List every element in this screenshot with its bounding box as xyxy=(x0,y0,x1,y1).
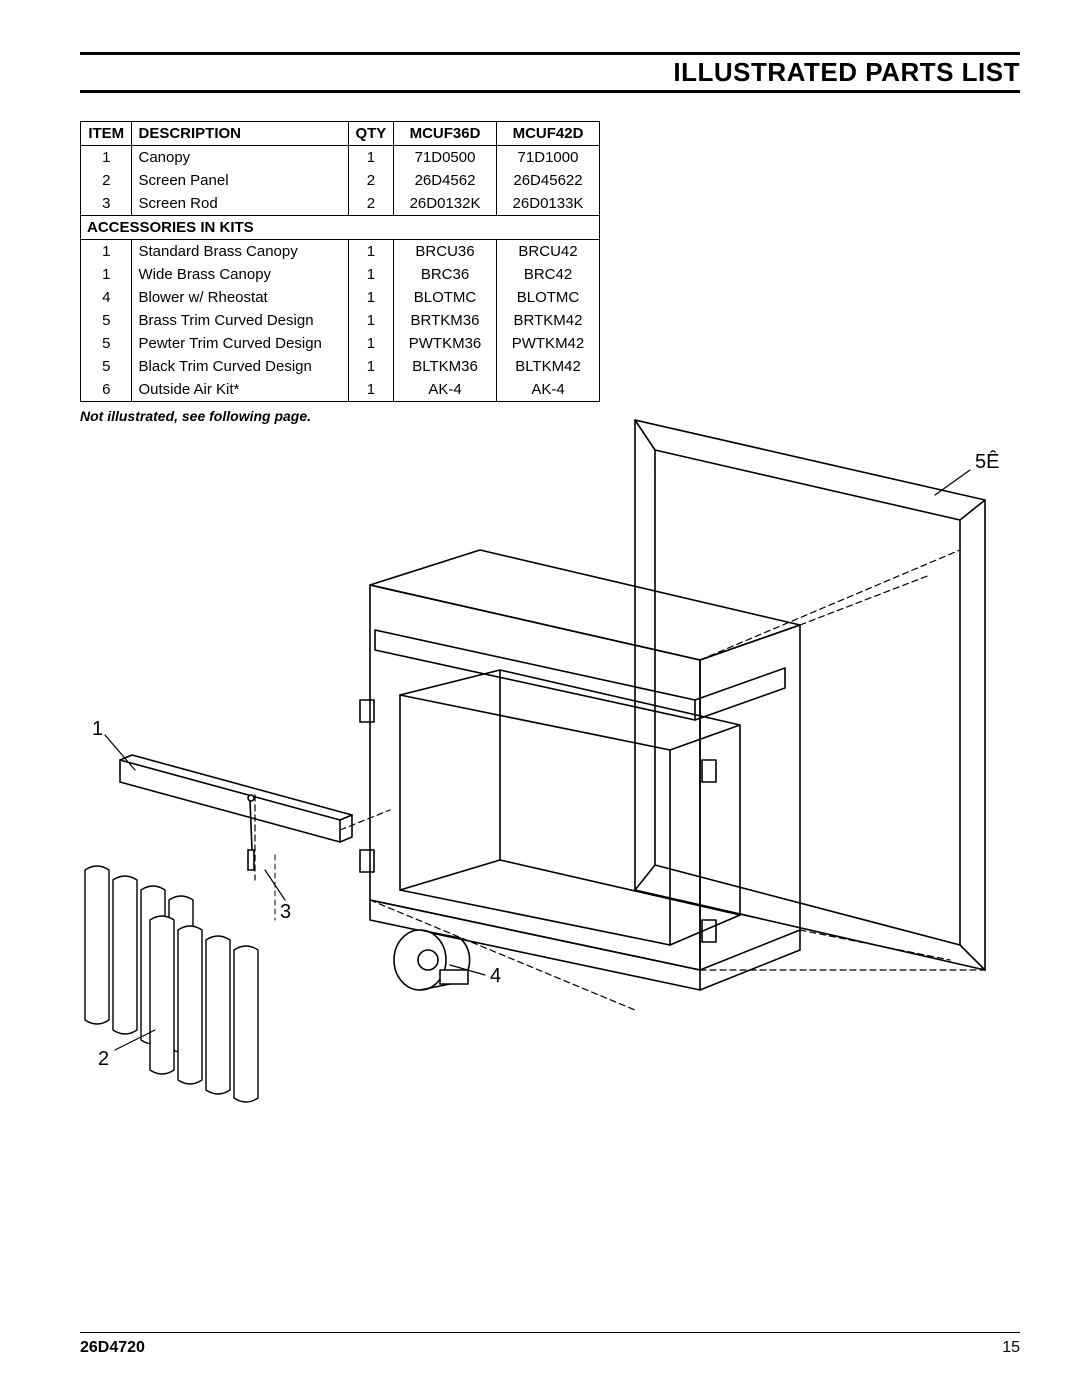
table-row: 5Pewter Trim Curved Design1PWTKM36PWTKM4… xyxy=(81,332,600,355)
cell-qty: 1 xyxy=(348,332,393,355)
cell-item: 4 xyxy=(81,286,132,309)
page-title: ILLUSTRATED PARTS LIST xyxy=(80,52,1020,93)
cell-model-b: BRTKM42 xyxy=(497,309,600,332)
cell-description: Brass Trim Curved Design xyxy=(132,309,348,332)
canopy-bar xyxy=(120,755,352,842)
cell-item: 6 xyxy=(81,378,132,402)
table-row: 1Standard Brass Canopy1BRCU36BRCU42 xyxy=(81,240,600,264)
firebox-body xyxy=(360,550,800,990)
col-qty: QTY xyxy=(348,122,393,146)
cell-model-a: 26D4562 xyxy=(394,169,497,192)
cell-model-a: PWTKM36 xyxy=(394,332,497,355)
callout-4: 4 xyxy=(490,965,501,987)
cell-description: Blower w/ Rheostat xyxy=(132,286,348,309)
doc-number: 26D4720 xyxy=(80,1339,145,1357)
col-model-b: MCUF42D xyxy=(497,122,600,146)
exploded-diagram: 1 2 3 4 5Ê xyxy=(80,400,1020,1180)
table-row: 3Screen Rod226D0132K26D0133K xyxy=(81,192,600,216)
cell-qty: 1 xyxy=(348,263,393,286)
cell-description: Outside Air Kit* xyxy=(132,378,348,402)
cell-model-b: BLOTMC xyxy=(497,286,600,309)
table-row: 1Wide Brass Canopy1BRC36BRC42 xyxy=(81,263,600,286)
screen-panels xyxy=(85,866,258,1102)
page-footer: 26D4720 15 xyxy=(80,1332,1020,1357)
callout-1: 1 xyxy=(92,718,103,740)
cell-description: Screen Panel xyxy=(132,169,348,192)
table-row: 5Black Trim Curved Design1BLTKM36BLTKM42 xyxy=(81,355,600,378)
cell-model-a: AK-4 xyxy=(394,378,497,402)
section-accessories: ACCESSORIES IN KITS xyxy=(81,216,600,240)
cell-item: 5 xyxy=(81,309,132,332)
table-row: 4Blower w/ Rheostat1BLOTMCBLOTMC xyxy=(81,286,600,309)
cell-item: 1 xyxy=(81,146,132,170)
cell-description: Standard Brass Canopy xyxy=(132,240,348,264)
page-number: 15 xyxy=(1002,1339,1020,1357)
cell-description: Wide Brass Canopy xyxy=(132,263,348,286)
cell-model-a: 71D0500 xyxy=(394,146,497,170)
cell-qty: 1 xyxy=(348,355,393,378)
cell-qty: 2 xyxy=(348,169,393,192)
cell-qty: 1 xyxy=(348,286,393,309)
cell-model-b: 26D45622 xyxy=(497,169,600,192)
cell-model-b: BRCU42 xyxy=(497,240,600,264)
cell-model-a: BLTKM36 xyxy=(394,355,497,378)
table-row: 5Brass Trim Curved Design1BRTKM36BRTKM42 xyxy=(81,309,600,332)
trim-frame xyxy=(635,420,985,970)
callout-3: 3 xyxy=(280,901,291,923)
cell-model-b: 71D1000 xyxy=(497,146,600,170)
cell-model-a: BRCU36 xyxy=(394,240,497,264)
cell-model-b: BRC42 xyxy=(497,263,600,286)
table-row: 6Outside Air Kit*1AK-4AK-4 xyxy=(81,378,600,402)
cell-model-a: 26D0132K xyxy=(394,192,497,216)
cell-model-a: BLOTMC xyxy=(394,286,497,309)
col-model-a: MCUF36D xyxy=(394,122,497,146)
col-item: ITEM xyxy=(81,122,132,146)
cell-item: 2 xyxy=(81,169,132,192)
table-row: 1Canopy171D050071D1000 xyxy=(81,146,600,170)
cell-model-b: AK-4 xyxy=(497,378,600,402)
cell-item: 5 xyxy=(81,332,132,355)
cell-model-b: 26D0133K xyxy=(497,192,600,216)
callout-5: 5Ê xyxy=(975,450,999,473)
cell-item: 1 xyxy=(81,240,132,264)
cell-qty: 1 xyxy=(348,309,393,332)
callout-2: 2 xyxy=(98,1048,109,1070)
table-row: 2Screen Panel226D456226D45622 xyxy=(81,169,600,192)
cell-qty: 1 xyxy=(348,146,393,170)
screen-rod xyxy=(248,795,275,920)
cell-description: Black Trim Curved Design xyxy=(132,355,348,378)
cell-qty: 1 xyxy=(348,240,393,264)
cell-item: 1 xyxy=(81,263,132,286)
cell-model-b: BLTKM42 xyxy=(497,355,600,378)
cell-description: Canopy xyxy=(132,146,348,170)
cell-qty: 2 xyxy=(348,192,393,216)
col-description: DESCRIPTION xyxy=(132,122,348,146)
cell-model-a: BRC36 xyxy=(394,263,497,286)
cell-item: 5 xyxy=(81,355,132,378)
cell-model-b: PWTKM42 xyxy=(497,332,600,355)
cell-item: 3 xyxy=(81,192,132,216)
cell-description: Pewter Trim Curved Design xyxy=(132,332,348,355)
cell-description: Screen Rod xyxy=(132,192,348,216)
parts-table: ITEM DESCRIPTION QTY MCUF36D MCUF42D 1Ca… xyxy=(80,121,600,402)
cell-model-a: BRTKM36 xyxy=(394,309,497,332)
cell-qty: 1 xyxy=(348,378,393,402)
